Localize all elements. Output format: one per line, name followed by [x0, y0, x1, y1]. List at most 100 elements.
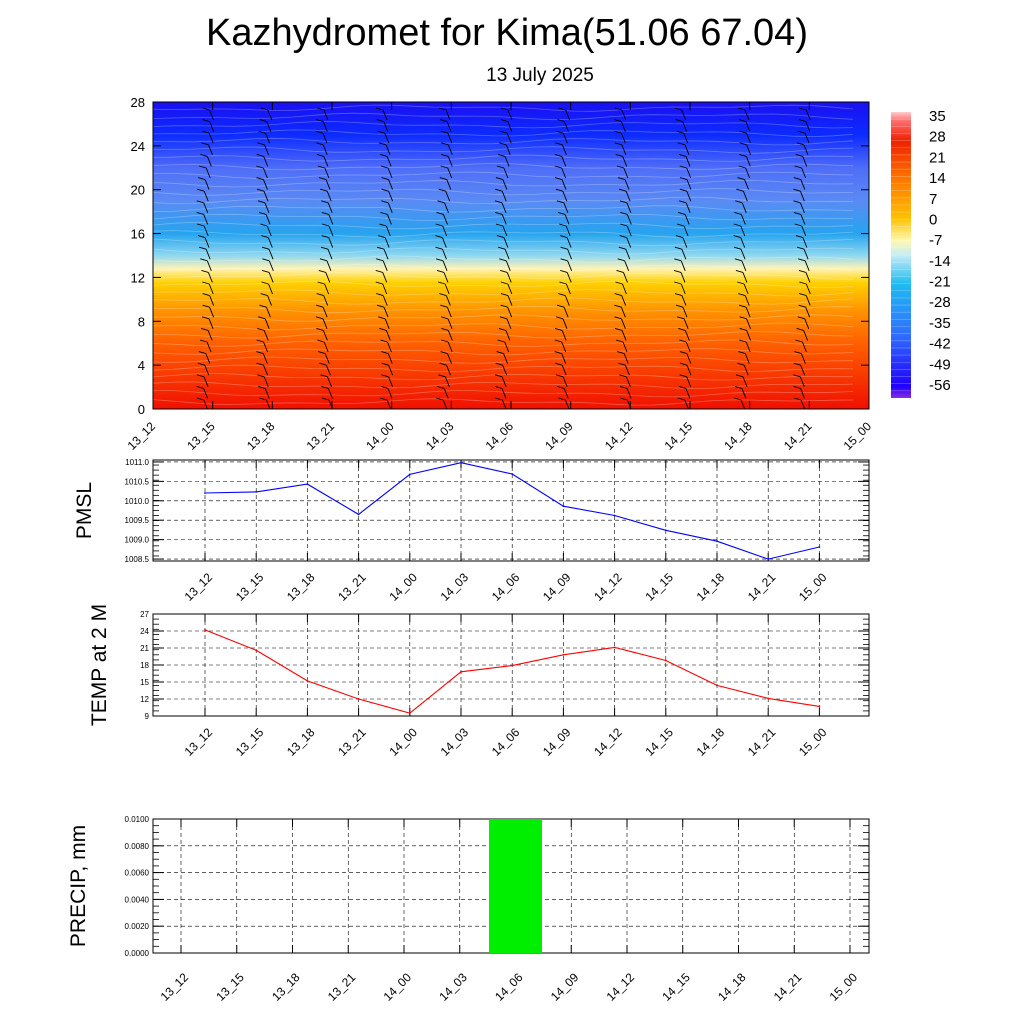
wind-barb-staff: [805, 272, 811, 283]
colorbar-label: -56: [929, 377, 951, 394]
wind-barb-staff: [263, 191, 269, 202]
wind-barb-flag: [738, 304, 747, 308]
wind-barb-flag: [321, 200, 329, 204]
wind-barb-staff: [203, 202, 209, 213]
pmsl-panel: 1008.5 1009.0 1009.5 1010.0 1010.5 1011.0 13_1…: [73, 458, 870, 604]
wind-barb-flag: [260, 223, 268, 227]
wind-barb-staff: [383, 249, 389, 260]
x-tick-label: 13_18: [269, 970, 303, 1004]
wind-barb-staff: [801, 167, 807, 179]
wind-barb-staff: [744, 109, 750, 121]
wind-barb-staff: [268, 272, 274, 283]
wind-barb-staff: [507, 295, 513, 306]
wind-barb-flag: [793, 200, 801, 204]
wind-barb-staff: [204, 237, 210, 248]
wind-barb-staff: [501, 202, 507, 213]
temp-2m-data-point: [357, 698, 360, 700]
x-tick-label: 14_18: [694, 725, 728, 759]
wind-barb-staff: [561, 144, 567, 155]
x-tick-label: 14_00: [363, 419, 397, 453]
wind-barb-flag: [798, 304, 806, 308]
wind-barb-flag: [380, 385, 389, 389]
wind-barb-staff: [626, 388, 632, 399]
wind-barb-staff: [684, 399, 689, 409]
wind-barb-flag: [673, 269, 682, 273]
wind-barb-staff: [268, 260, 274, 271]
wind-barb-flag: [739, 327, 747, 331]
wind-barb-flag: [619, 385, 628, 389]
wind-barb-flag: [498, 327, 507, 331]
wind-barb-flag: [679, 165, 687, 169]
wind-barb-staff: [802, 156, 808, 167]
wind-barb-flag: [675, 304, 684, 308]
y-axis-title: PMSL: [73, 482, 96, 539]
wind-barb-staff: [563, 388, 569, 399]
x-tick-label: 13_15: [184, 419, 218, 453]
wind-barb-staff: [501, 376, 507, 387]
y-tick-label: 15: [140, 678, 149, 687]
wind-barb-flag: [678, 153, 687, 157]
wind-barb-flag: [497, 339, 505, 343]
wind-barb-staff: [683, 318, 689, 329]
x-tick-label: 14_03: [438, 725, 472, 759]
wind-barb-staff: [263, 179, 268, 190]
wind-barb-staff: [620, 307, 626, 318]
x-tick-label: 13_18: [244, 419, 278, 453]
wind-barb-staff: [742, 191, 748, 202]
chart-title: Kazhydromet for Kima(51.06 67.04): [206, 12, 808, 54]
x-tick-label: 15_00: [796, 570, 830, 604]
wind-barb-staff: [621, 109, 627, 121]
wind-barb-flag: [317, 281, 325, 285]
wind-barb-staff: [268, 283, 273, 295]
wind-barb-flag: [739, 316, 747, 320]
wind-barb-staff: [507, 307, 513, 318]
wind-barb-flag: [378, 142, 387, 146]
wind-barb-flag: [258, 130, 266, 134]
wind-barb-staff: [203, 376, 209, 387]
wind-barb-flag: [614, 316, 622, 320]
y-tick-label: 0.0100: [125, 815, 150, 824]
wind-barb-flag: [316, 107, 325, 111]
wind-barb-staff: [746, 330, 752, 341]
wind-barb-flag: [614, 304, 622, 308]
wind-barb-flag: [256, 351, 264, 355]
wind-barb-staff: [387, 214, 392, 225]
wind-barbs: [196, 107, 811, 409]
precip-bar: [489, 819, 542, 953]
contour-line: [153, 129, 854, 138]
wind-barb-flag: [557, 385, 565, 389]
wind-barb-staff: [206, 156, 212, 167]
wind-barb-staff: [501, 388, 507, 399]
wind-barb-staff: [324, 353, 330, 364]
wind-barb-flag: [500, 130, 508, 134]
wind-barb-flag: [614, 293, 622, 297]
colorbar-label: -21: [929, 274, 951, 291]
contour-line: [153, 146, 854, 154]
contour-line: [153, 255, 854, 263]
wind-barb-staff: [204, 365, 210, 376]
wind-barb-flag: [261, 281, 269, 285]
wind-barb-flag: [555, 316, 564, 320]
wind-barb-staff: [562, 376, 568, 387]
pmsl-data-point: [306, 483, 309, 485]
pmsl-data-point: [460, 461, 462, 464]
wind-barb-staff: [745, 341, 751, 353]
contour-line: [153, 372, 853, 381]
colorbar-label: -7: [929, 232, 942, 249]
wind-barb-staff: [564, 214, 570, 225]
wind-barb-flag: [554, 153, 562, 157]
wind-barb-flag: [441, 339, 449, 343]
wind-barb-flag: [201, 269, 209, 273]
wind-barb-flag: [676, 130, 684, 134]
colorbar-label: 7: [929, 191, 937, 208]
x-tick-label: 14_15: [662, 419, 696, 453]
y-tick-label: 1009.0: [125, 536, 150, 545]
wind-barb-flag: [615, 339, 624, 343]
wind-barb-staff: [741, 388, 747, 399]
wind-barb-flag: [677, 397, 685, 401]
wind-barb-flag: [258, 385, 266, 389]
wind-barb-staff: [561, 353, 567, 364]
colorbar-label: 21: [929, 149, 946, 166]
wind-barb-flag: [256, 177, 264, 181]
wind-barb-staff: [203, 388, 209, 399]
